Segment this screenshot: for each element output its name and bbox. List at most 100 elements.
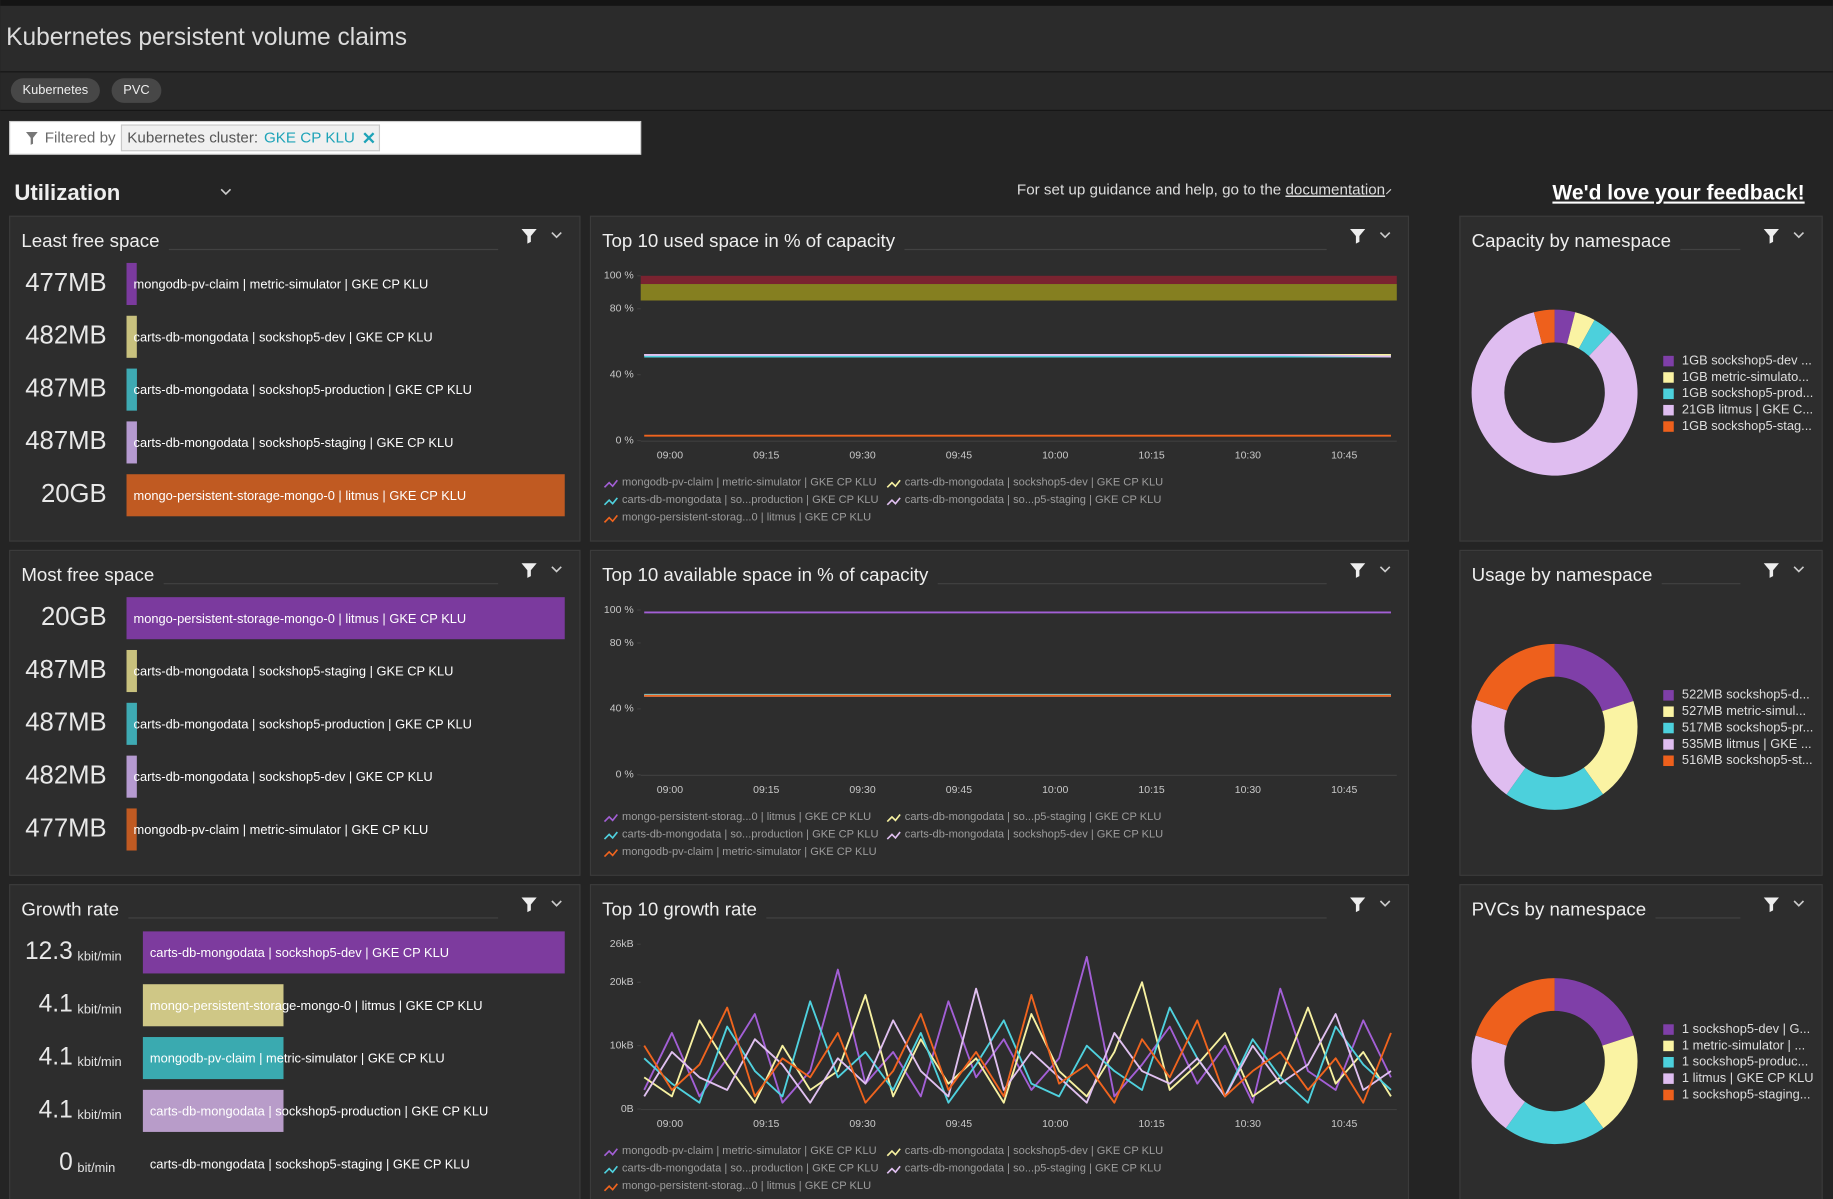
tile-filter-icon[interactable] <box>1763 229 1779 244</box>
documentation-link[interactable]: documentation <box>1285 182 1385 199</box>
x-tick-label: 09:30 <box>849 784 875 796</box>
filter-key[interactable]: Kubernetes cluster: <box>127 129 258 146</box>
bar-label: carts-db-mongodata | sockshop5-staging |… <box>150 1156 470 1171</box>
x-tick-label: 09:30 <box>849 450 875 462</box>
series-line <box>643 981 1392 1104</box>
x-tick-label: 09:00 <box>657 450 683 462</box>
tag[interactable]: Kubernetes <box>10 78 100 103</box>
x-tick-label: 10:30 <box>1235 784 1261 796</box>
filter-label: Filtered by <box>45 129 116 146</box>
donut-slice <box>1471 699 1526 795</box>
bar <box>142 984 284 1027</box>
tile-menu[interactable] <box>551 900 562 907</box>
donut-slice <box>1533 309 1555 344</box>
tile-menu[interactable] <box>1793 566 1805 573</box>
tile-filter-icon[interactable] <box>1763 563 1779 578</box>
donut-slice <box>1584 1035 1638 1129</box>
filter-remove[interactable] <box>363 132 375 144</box>
tile-filter-icon[interactable] <box>1350 563 1366 578</box>
x-tick-label: 09:45 <box>946 1118 972 1130</box>
legend-label: 1 sockshop5-dev | G... <box>1682 1021 1810 1036</box>
tile-menu[interactable] <box>1379 900 1391 907</box>
size-value: 487MB <box>25 709 106 737</box>
x-tick-label: 09:45 <box>946 784 972 796</box>
x-tick-label: 10:30 <box>1235 1118 1261 1130</box>
filter-icon <box>26 132 38 145</box>
legend-label: 1GB sockshop5-stag... <box>1682 418 1812 433</box>
rate-unit: kbit/min <box>77 948 121 963</box>
tile-title: PVCs by namespace <box>1472 898 1647 919</box>
donut-slice <box>1554 978 1634 1046</box>
filter-value[interactable]: GKE CP KLU <box>264 129 355 146</box>
tag-label[interactable]: Kubernetes <box>23 82 89 97</box>
series-line <box>643 1000 1392 1104</box>
legend-label: carts-db-mongodata | sockshop5-dev | GKE… <box>905 828 1163 840</box>
y-tick-label: 100 % <box>604 604 634 616</box>
bar-label: mongo-persistent-storage-mongo-0 | litmu… <box>134 611 467 626</box>
legend-icon <box>886 479 901 488</box>
tile <box>589 549 1410 876</box>
tile-filter-icon[interactable] <box>1763 897 1779 913</box>
legend-swatch <box>1663 1040 1674 1052</box>
donut-slice <box>1476 643 1555 711</box>
rate-value: 4.1 <box>39 1044 73 1071</box>
donut-slice <box>1583 700 1638 795</box>
bar-label: mongodb-pv-claim | metric-simulator | GK… <box>134 277 429 292</box>
tile-menu[interactable] <box>1379 231 1391 239</box>
legend-swatch <box>1663 388 1674 400</box>
tile-title: Most free space <box>21 564 154 585</box>
tile-filter-icon[interactable] <box>1350 897 1366 913</box>
tile-filter-icon[interactable] <box>521 897 537 913</box>
x-tick-label: 09:45 <box>946 450 972 462</box>
tile-menu[interactable] <box>551 231 562 239</box>
rate-value: 0 <box>59 1149 73 1176</box>
legend-label: 1GB sockshop5-prod... <box>1682 385 1813 400</box>
tile-menu[interactable] <box>1379 566 1391 573</box>
section-dropdown[interactable] <box>220 188 232 196</box>
tile-menu[interactable] <box>1793 231 1805 239</box>
bar <box>142 931 565 974</box>
tag-pill[interactable] <box>111 78 162 103</box>
bar-label: carts-db-mongodata | sockshop5-productio… <box>134 382 472 397</box>
x-tick-label: 10:15 <box>1138 450 1164 462</box>
tile-menu[interactable] <box>551 566 562 573</box>
external-icon[interactable] <box>1385 188 1392 195</box>
legend-label: 1 sockshop5-staging... <box>1682 1086 1811 1101</box>
legend-label: 1 metric-simulator | ... <box>1682 1037 1805 1052</box>
tile-filter-icon[interactable] <box>521 563 537 578</box>
donut-slice <box>1506 767 1603 810</box>
size-value: 477MB <box>25 269 106 297</box>
y-tick-label: 80 % <box>610 637 634 649</box>
tag-pill[interactable] <box>10 78 100 103</box>
feedback-link[interactable]: We'd love your feedback! <box>1552 182 1804 205</box>
tile <box>1459 215 1823 542</box>
x-tick-label: 10:00 <box>1042 450 1068 462</box>
size-value: 487MB <box>25 427 106 455</box>
legend-swatch <box>1663 421 1674 432</box>
tile <box>1459 884 1823 1199</box>
section-title: Utilization <box>14 180 120 205</box>
legend-icon <box>886 1148 901 1157</box>
tag-label[interactable]: PVC <box>123 82 149 97</box>
legend-swatch <box>1663 739 1674 750</box>
bar-label: carts-db-mongodata | sockshop5-productio… <box>150 1103 488 1118</box>
bar <box>126 649 137 693</box>
size-value: 487MB <box>25 374 106 402</box>
bar <box>126 315 137 358</box>
tag[interactable]: PVC <box>111 78 162 103</box>
donut-slice <box>1554 643 1634 712</box>
filter-chip[interactable] <box>120 124 381 152</box>
legend-icon <box>603 831 618 840</box>
legend-label: 517MB sockshop5-pr... <box>1682 719 1813 734</box>
tile-menu[interactable] <box>1793 900 1805 907</box>
bar-label: mongodb-pv-claim | metric-simulator | GK… <box>134 822 429 837</box>
bar-label: carts-db-mongodata | sockshop5-dev | GKE… <box>134 329 433 344</box>
tile-filter-icon[interactable] <box>521 229 537 244</box>
top-strip <box>0 0 1833 6</box>
tile-filter-icon[interactable] <box>1350 229 1366 244</box>
size-value: 20GB <box>41 480 107 508</box>
donut-slice <box>1471 312 1638 476</box>
bar <box>126 421 137 464</box>
legend-label: 527MB metric-simul... <box>1682 703 1806 718</box>
